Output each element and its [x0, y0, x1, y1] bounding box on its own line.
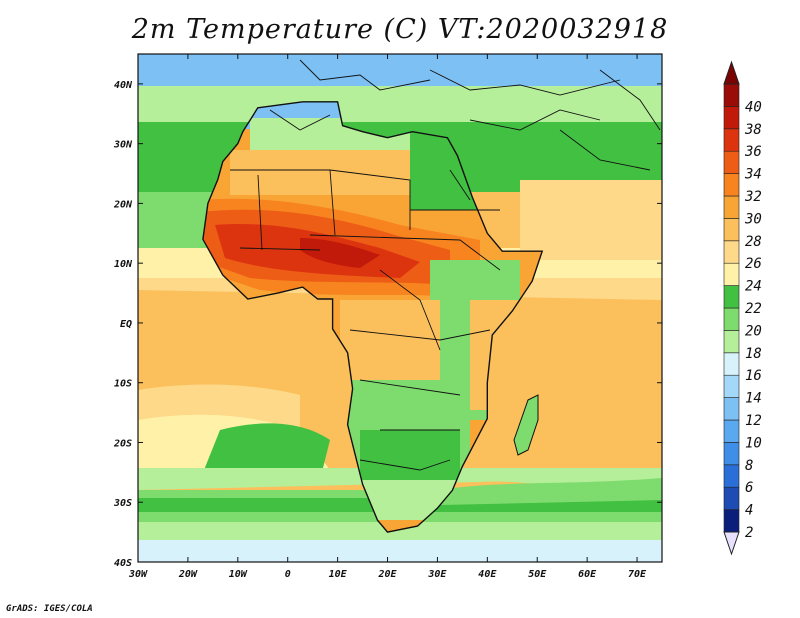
colorbar-label: 24 — [745, 279, 762, 295]
colorbar-swatch — [723, 352, 740, 376]
country-borders — [230, 59, 661, 471]
colorbar-swatch — [723, 83, 740, 107]
temperature-field — [138, 54, 662, 562]
colorbar-swatch — [723, 509, 740, 533]
colorbar-swatch — [723, 218, 740, 242]
colorbar-swatch — [723, 464, 740, 488]
colorbar-label: 20 — [745, 323, 762, 339]
lon-tick-label: 0 — [285, 569, 291, 580]
colorbar-label: 28 — [745, 234, 762, 250]
colorbar-swatch — [723, 442, 740, 466]
colorbar-label: 34 — [744, 167, 762, 183]
lat-tick-label: 20N — [113, 199, 133, 210]
colorbar-swatch — [723, 330, 740, 354]
colorbar-label: 10 — [745, 435, 762, 451]
colorbar-swatch — [723, 195, 740, 219]
map-title: 2m Temperature (C) VT:2020032918 — [131, 14, 669, 45]
lon-tick-label: 40E — [478, 569, 497, 580]
lon-tick-label: 30E — [427, 569, 447, 580]
colorbar-swatch — [723, 106, 740, 130]
colorbar-label: 26 — [745, 256, 762, 272]
colorbar-swatch — [723, 173, 740, 197]
colorbar-swatch — [723, 128, 740, 152]
colorbar-swatch — [723, 307, 740, 331]
lon-tick-label: 30W — [128, 569, 148, 580]
colorbar-min-arrow — [723, 531, 740, 556]
colorbar-label: 4 — [745, 503, 753, 519]
colorbar-label: 36 — [744, 144, 762, 160]
colorbar-swatch — [723, 150, 740, 174]
colorbar-label: 22 — [745, 301, 762, 317]
lat-tick-label: 10N — [114, 259, 133, 270]
lat-tick-label: EQ — [120, 319, 132, 330]
lon-tick-label: 50E — [528, 569, 547, 580]
colorbar-swatch — [723, 262, 740, 286]
lon-tick-label: 70E — [628, 569, 647, 580]
lat-tick-label: 30N — [113, 140, 133, 151]
colorbar-label: 18 — [745, 346, 762, 362]
colorbar-label: 14 — [745, 391, 762, 407]
footer-credit: GrADS: IGES/COLA — [6, 604, 93, 614]
colorbar-max-arrow — [723, 60, 740, 85]
plot-frame — [137, 53, 663, 563]
lon-tick-label: 10W — [229, 569, 248, 580]
colorbar-label: 40 — [745, 99, 762, 115]
colorbar-swatch — [723, 240, 740, 264]
lon-tick-label: 20E — [377, 569, 397, 580]
colorbar-label: 32 — [744, 189, 762, 205]
colorbar-swatch — [723, 374, 740, 398]
lon-tick-label: 10E — [329, 569, 348, 580]
lat-tick-label: 40N — [114, 80, 133, 91]
colorbar-label: 6 — [745, 480, 753, 496]
colorbar-swatch — [723, 486, 740, 510]
colorbar-swatch — [723, 419, 740, 443]
colorbar-swatch — [723, 285, 740, 309]
lon-tick-label: 60E — [578, 569, 597, 580]
colorbar-label: 38 — [744, 122, 762, 138]
lat-tick-label: 20S — [113, 438, 132, 449]
lat-tick-label: 30S — [113, 498, 132, 509]
lon-tick-label: 20W — [178, 569, 198, 580]
colorbar-label: 8 — [745, 458, 753, 474]
colorbar-label: 30 — [744, 211, 762, 227]
colorbar-swatch — [723, 397, 740, 421]
lat-tick-label: 40S — [114, 558, 132, 569]
colorbar-label: 2 — [745, 525, 753, 541]
lat-tick-label: 10S — [114, 379, 132, 390]
colorbar-label: 16 — [745, 368, 762, 384]
colorbar-label: 12 — [745, 413, 762, 429]
